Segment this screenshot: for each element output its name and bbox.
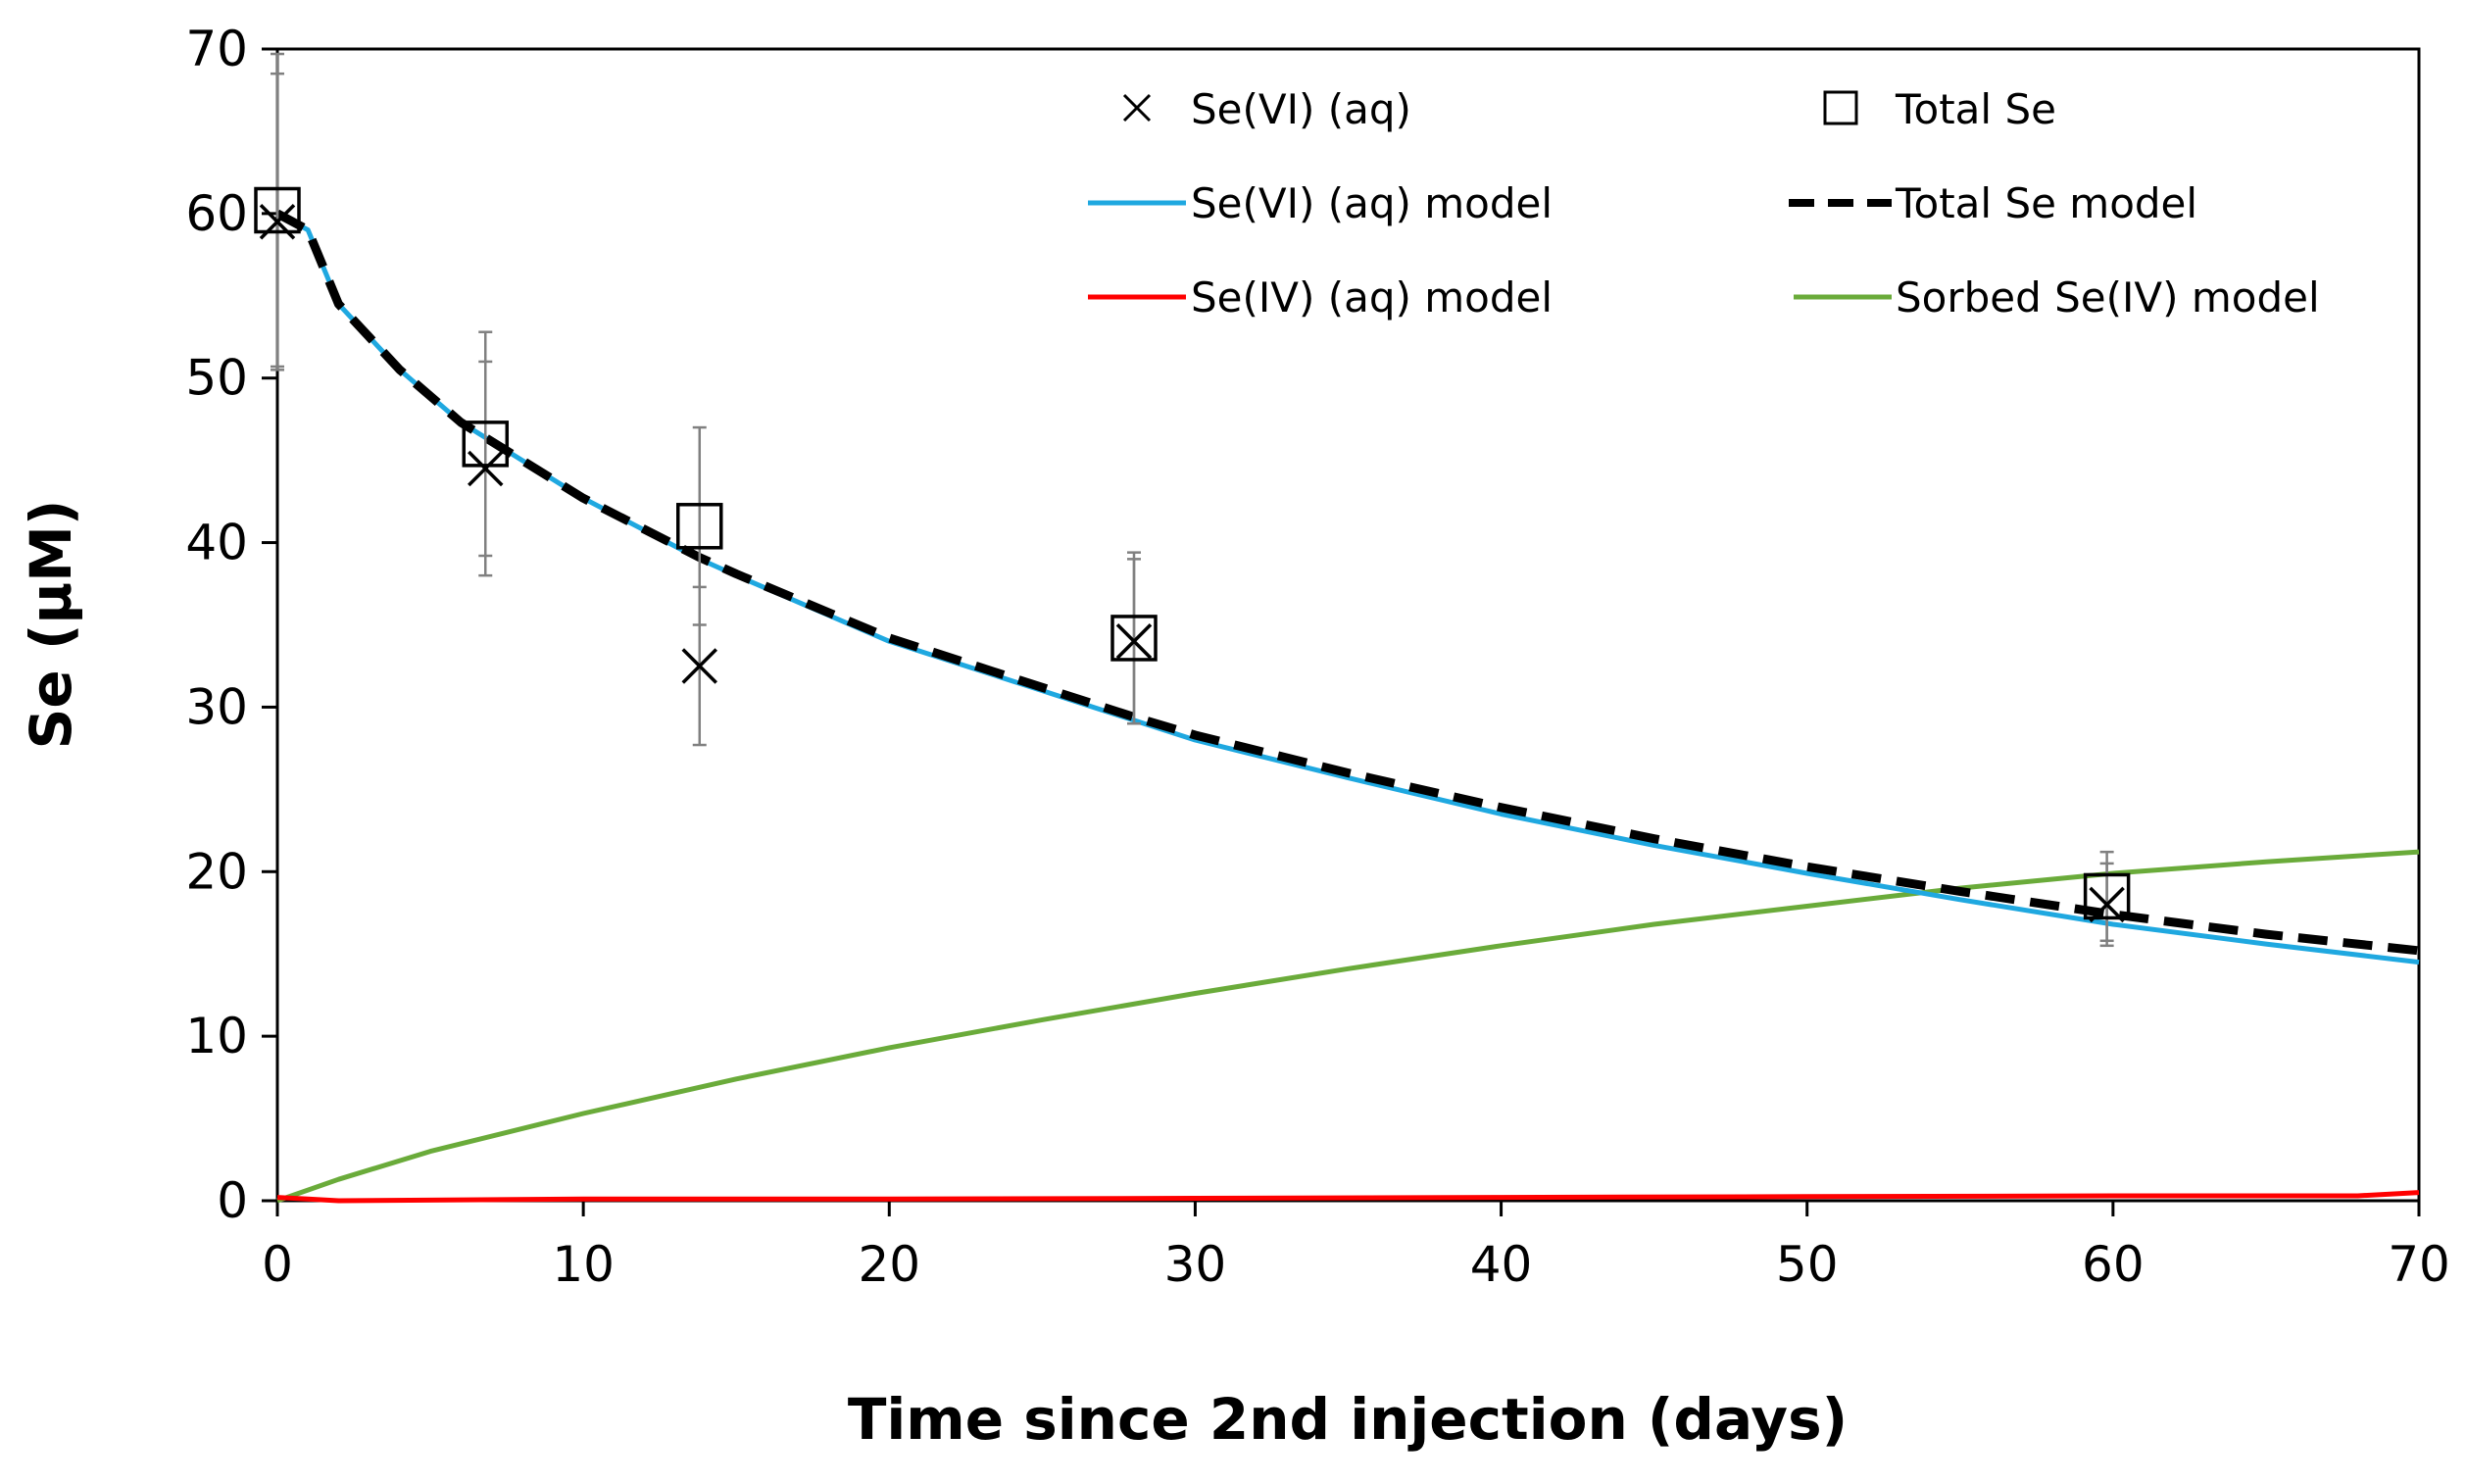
x-tick-label: 20 bbox=[858, 1236, 920, 1293]
legend-item-se-iv-aq-model: Se(IV) (aq) model bbox=[1088, 273, 1553, 322]
legend-marker-x bbox=[1122, 93, 1152, 123]
error-bar bbox=[2099, 850, 2114, 943]
x-tick-label: 10 bbox=[552, 1236, 615, 1293]
x-tick-label: 60 bbox=[2082, 1236, 2145, 1293]
marker-square bbox=[254, 186, 301, 234]
x-axis-title: Time since 2nd injection (days) bbox=[848, 1386, 1848, 1453]
marker-square bbox=[676, 503, 723, 550]
error-bar bbox=[478, 330, 493, 558]
y-tick-label: 70 bbox=[185, 21, 248, 77]
y-tick-label: 30 bbox=[185, 678, 248, 735]
legend-label: Se(VI) (aq) model bbox=[1191, 179, 1553, 227]
y-axis: 0 10 20 30 40 50 60 70 bbox=[185, 21, 277, 1229]
legend-item-sorbed-se-iv-model: Sorbed Se(IV) model bbox=[1794, 273, 2320, 322]
series-line-3 bbox=[274, 209, 2420, 956]
marker-x bbox=[1115, 623, 1153, 660]
x-tick-label: 30 bbox=[1164, 1236, 1227, 1293]
legend-item-se-vi-aq: Se(VI) (aq) bbox=[1122, 85, 1411, 133]
y-tick-label: 20 bbox=[185, 843, 248, 900]
y-tick-label: 0 bbox=[217, 1172, 248, 1229]
legend-item-total-se-model: Total Se model bbox=[1789, 179, 2197, 227]
x-tick-label: 40 bbox=[1470, 1236, 1533, 1293]
x-tick-label: 70 bbox=[2388, 1236, 2450, 1293]
y-tick-label: 40 bbox=[185, 515, 248, 571]
y-tick-label: 10 bbox=[185, 1008, 248, 1064]
y-tick-label: 50 bbox=[185, 350, 248, 407]
model-lines bbox=[274, 209, 2420, 1204]
marker-square bbox=[2083, 872, 2131, 920]
series-line-2 bbox=[275, 211, 2420, 965]
y-tick-label: 60 bbox=[185, 185, 248, 242]
x-axis: 0 10 20 30 40 50 60 70 bbox=[262, 1201, 2450, 1293]
series-line-5 bbox=[276, 849, 2420, 1204]
legend-label: Total Se bbox=[1895, 85, 2056, 133]
data-markers bbox=[254, 186, 2131, 923]
legend-marker-square bbox=[1823, 90, 1858, 125]
marker-square bbox=[1110, 615, 1158, 662]
y-axis-title: Se (µM) bbox=[18, 500, 84, 750]
legend-label: Se(IV) (aq) model bbox=[1191, 273, 1553, 322]
legend-label: Total Se model bbox=[1895, 179, 2197, 227]
marker-x bbox=[2089, 886, 2125, 923]
legend: Se(VI) (aq) Total Se Se(VI) (aq) model T… bbox=[1088, 85, 2320, 322]
legend-item-se-vi-aq-model: Se(VI) (aq) model bbox=[1088, 179, 1553, 227]
marker-x bbox=[468, 450, 504, 487]
x-tick-label: 0 bbox=[262, 1236, 293, 1293]
marker-x bbox=[681, 648, 717, 684]
series-line-4 bbox=[276, 1190, 2420, 1204]
legend-label: Se(VI) (aq) bbox=[1191, 85, 1411, 133]
error-bar bbox=[1127, 551, 1141, 725]
error-bar bbox=[692, 425, 707, 626]
error-bar bbox=[271, 52, 284, 369]
legend-item-total-se: Total Se bbox=[1823, 85, 2056, 133]
marker-square bbox=[462, 420, 510, 468]
legend-label: Sorbed Se(IV) model bbox=[1896, 273, 2320, 322]
plot-area bbox=[275, 47, 2421, 1203]
x-tick-label: 50 bbox=[1776, 1236, 1839, 1293]
